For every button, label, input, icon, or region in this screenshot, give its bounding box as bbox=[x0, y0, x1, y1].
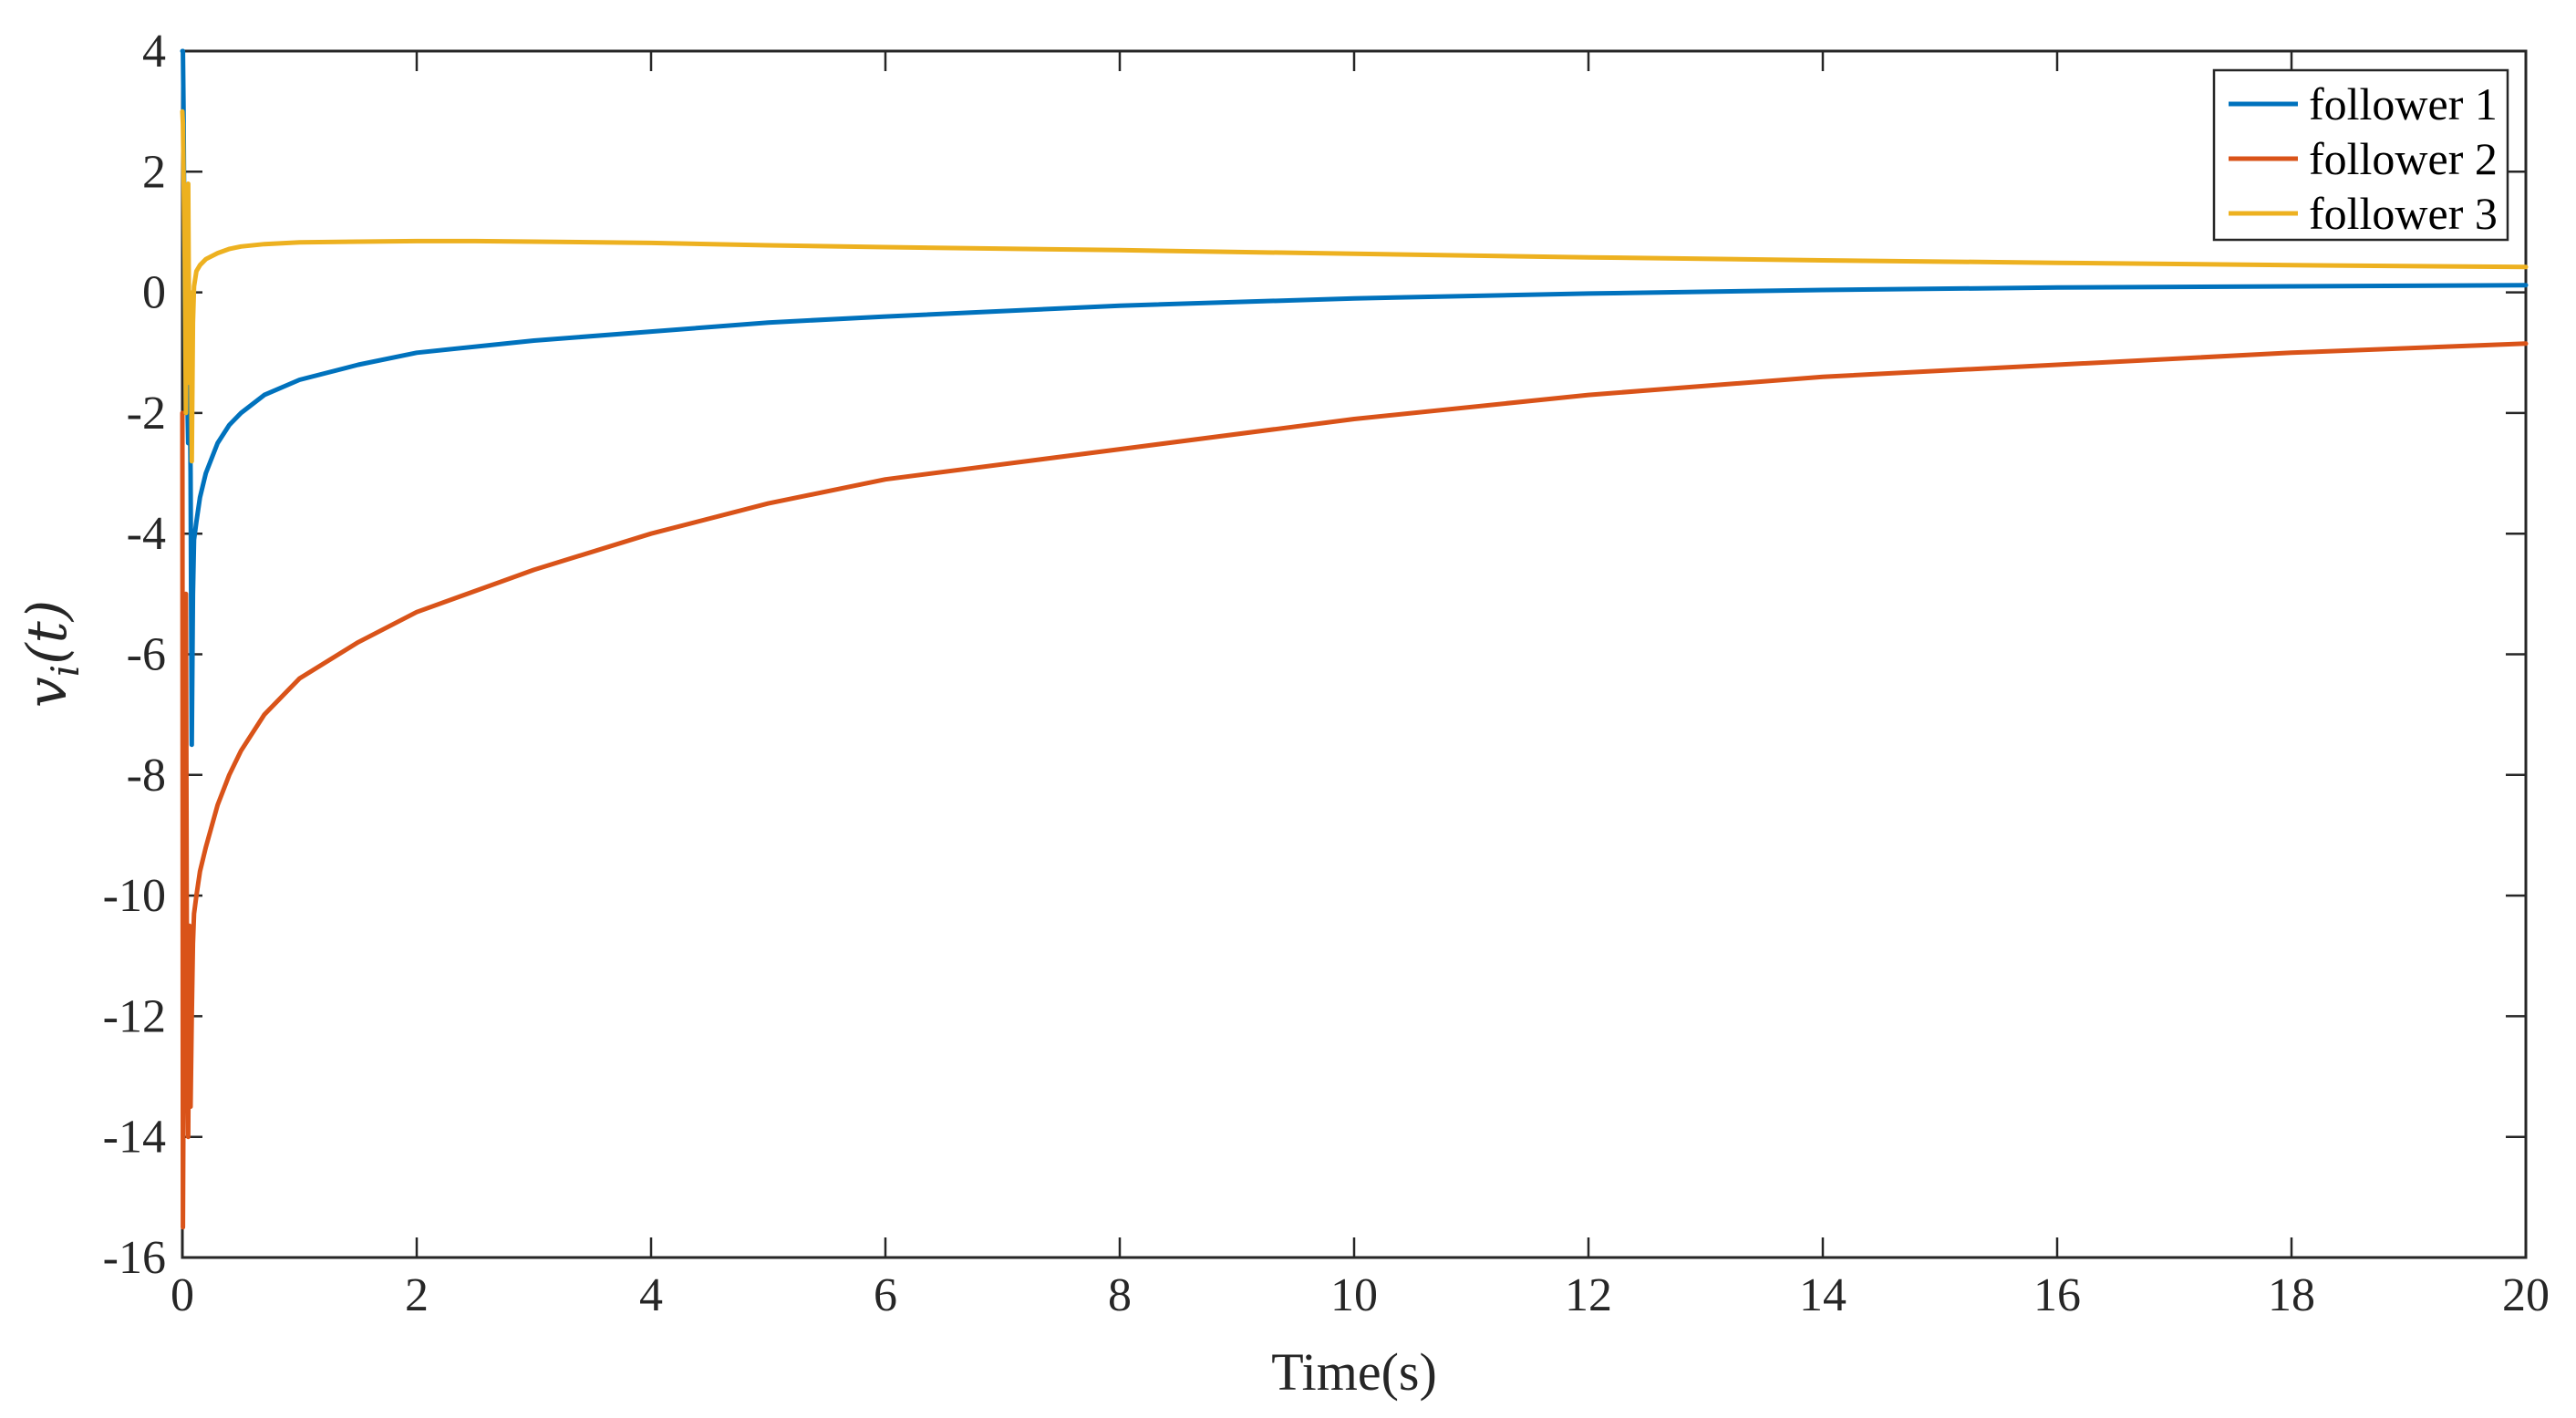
series-line-3 bbox=[180, 109, 2529, 464]
y-axis-label: vi(t) bbox=[16, 600, 88, 708]
x-tick-label: 4 bbox=[639, 1269, 663, 1321]
y-tick-label: -8 bbox=[127, 750, 166, 802]
x-tick-label: 12 bbox=[1565, 1269, 1612, 1321]
plot-area bbox=[181, 49, 2528, 1259]
x-tick-label: 0 bbox=[171, 1269, 194, 1321]
y-tick-label: -2 bbox=[127, 388, 166, 440]
series-line-2 bbox=[180, 341, 2529, 1230]
legend-label-3: follower 3 bbox=[2309, 188, 2498, 239]
svg-text:vi(t): vi(t) bbox=[16, 600, 88, 708]
series-lines bbox=[180, 48, 2529, 1230]
y-tick-label: -6 bbox=[127, 629, 166, 681]
y-tick-label: -4 bbox=[127, 508, 166, 560]
y-tick-label: -14 bbox=[103, 1112, 166, 1164]
legend-label-2: follower 2 bbox=[2309, 133, 2498, 184]
y-tick-label: 0 bbox=[142, 267, 166, 319]
x-tick-label: 14 bbox=[1799, 1269, 1847, 1321]
x-tick-label: 16 bbox=[2033, 1269, 2081, 1321]
x-tick-label: 8 bbox=[1108, 1269, 1132, 1321]
y-tick-label: -12 bbox=[103, 990, 166, 1042]
y-tick-label: -10 bbox=[103, 870, 166, 922]
y-tick-label: 2 bbox=[142, 146, 166, 198]
legend-label-1: follower 1 bbox=[2309, 78, 2498, 129]
x-tick-label: 2 bbox=[405, 1269, 429, 1321]
x-tick-label: 10 bbox=[1330, 1269, 1378, 1321]
x-tick-label: 20 bbox=[2502, 1269, 2550, 1321]
x-tick-label: 18 bbox=[2268, 1269, 2315, 1321]
y-tick-label: 4 bbox=[142, 26, 166, 78]
axis-ticks bbox=[181, 49, 2528, 1259]
y-tick-label: -16 bbox=[103, 1232, 166, 1284]
x-tick-label: 6 bbox=[874, 1269, 897, 1321]
x-axis-label: Time(s) bbox=[1271, 1342, 1437, 1402]
